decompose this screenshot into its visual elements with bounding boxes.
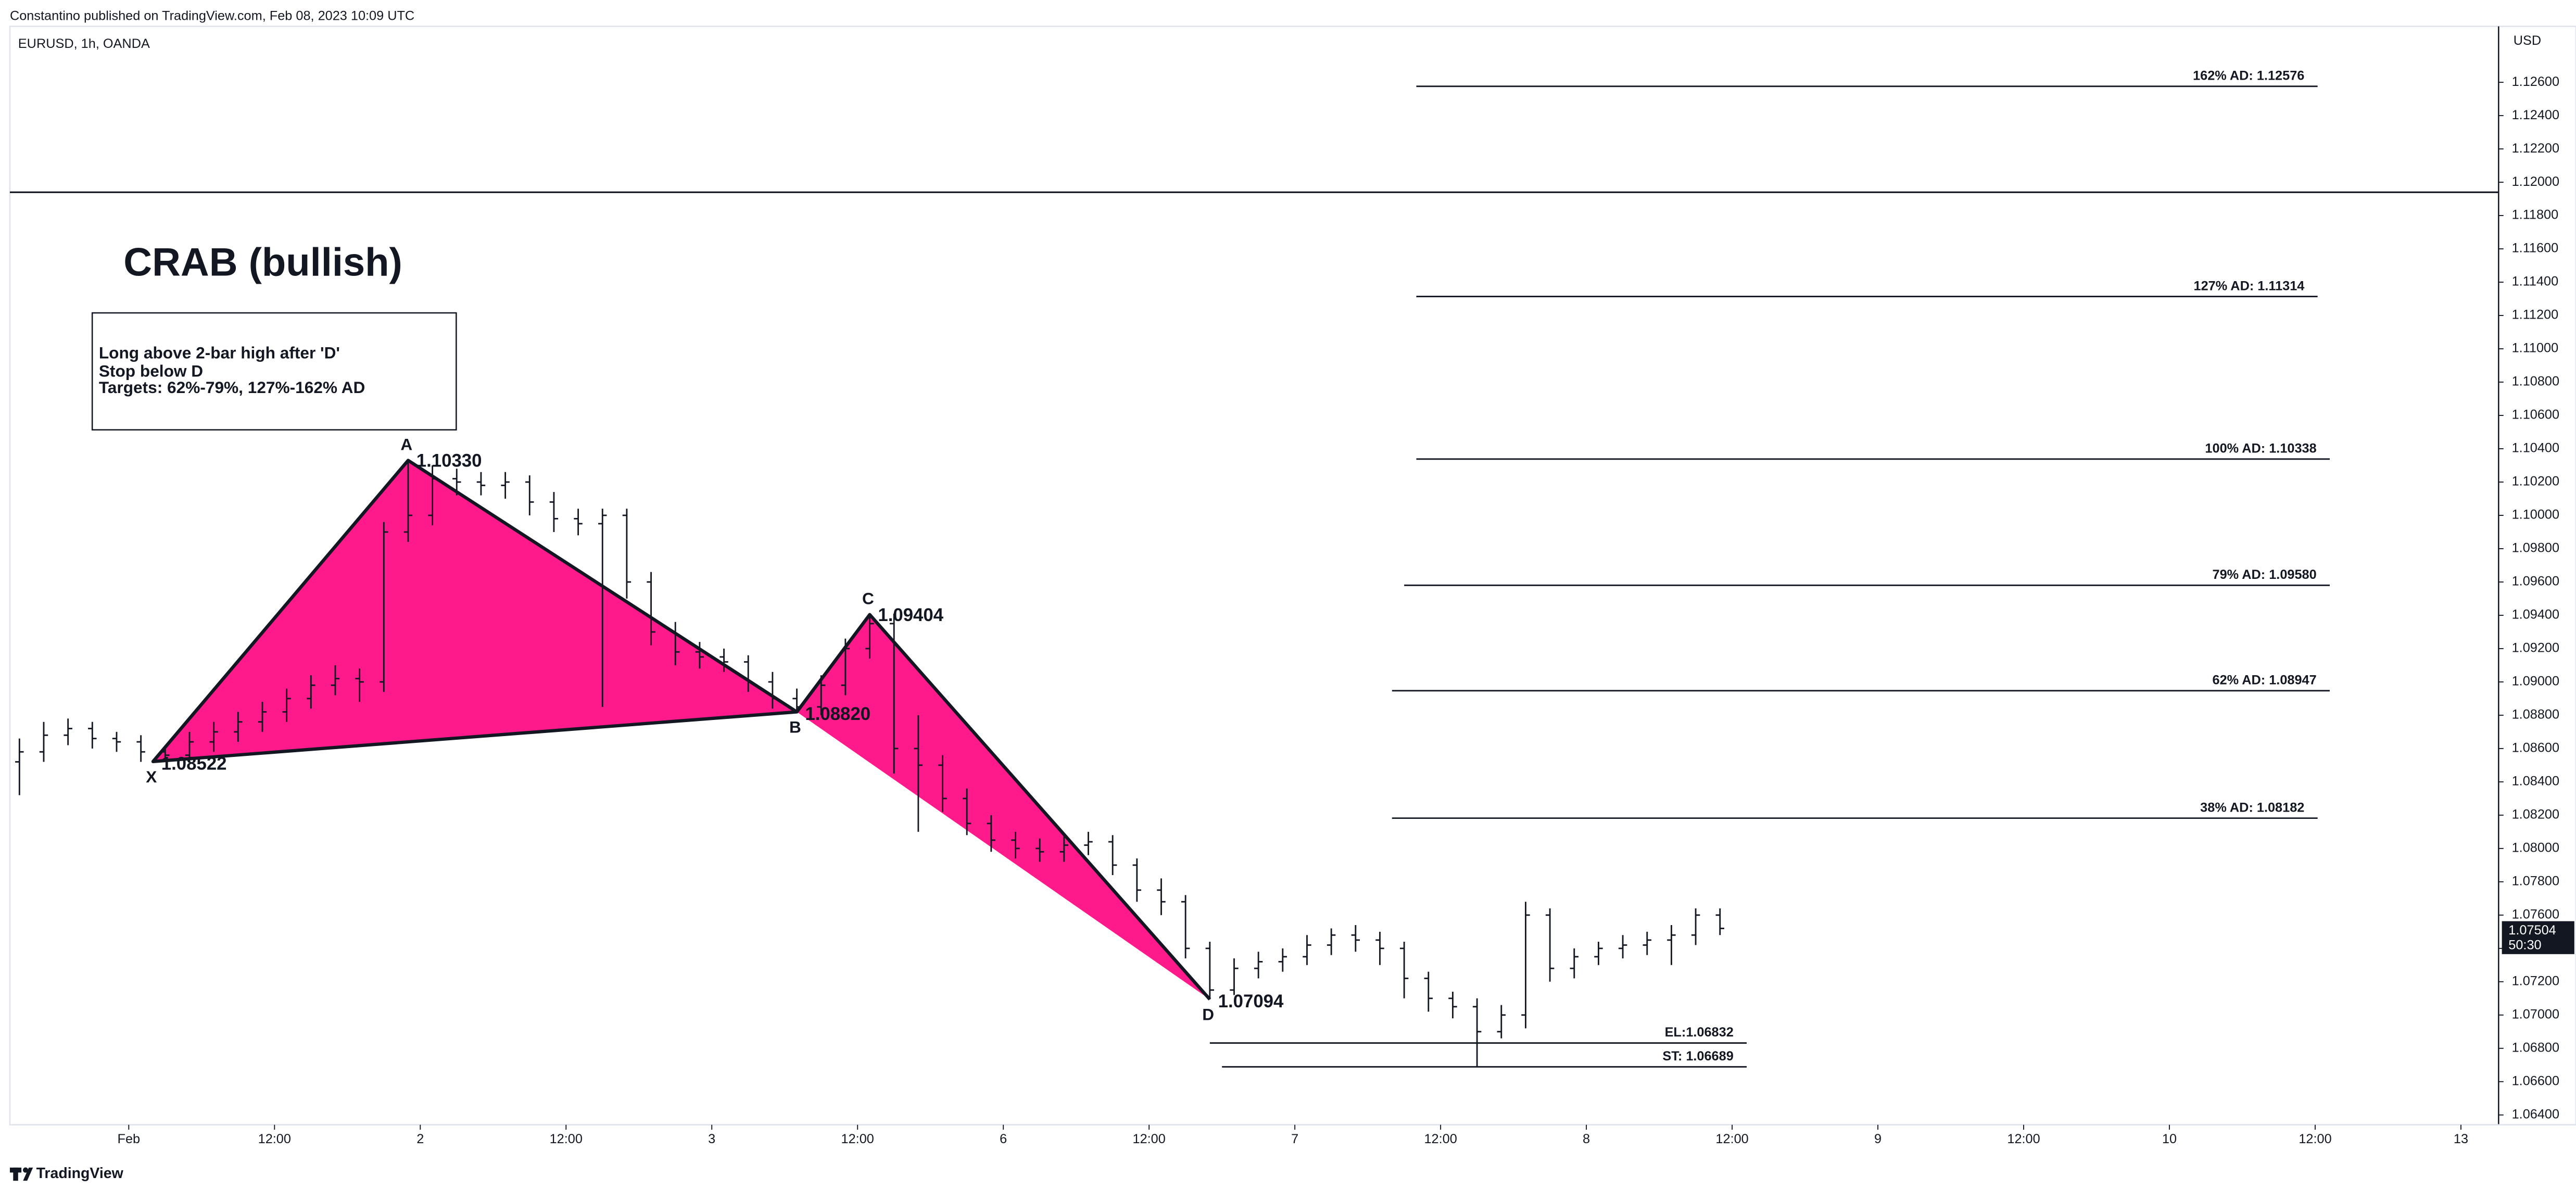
y-tick-label: 1.09600 — [2512, 574, 2559, 589]
y-tick-label: 1.10400 — [2512, 441, 2559, 456]
x-tick-label: 12:00 — [1424, 1132, 1457, 1146]
pattern-point-label: A — [400, 435, 412, 453]
level-label: EL:1.06832 — [1665, 1025, 1734, 1040]
y-tick-label: 1.11600 — [2512, 241, 2559, 256]
x-tick-label: 10 — [2162, 1132, 2177, 1146]
x-tick-label: 12:00 — [550, 1132, 583, 1146]
note-box — [91, 312, 457, 431]
y-tick-label: 1.07600 — [2512, 907, 2559, 922]
pattern-leg — [153, 460, 797, 762]
y-tick-label: 1.06800 — [2512, 1040, 2559, 1055]
y-tick-label: 1.08800 — [2512, 707, 2559, 722]
bars-layer — [15, 460, 1724, 1067]
header: Constantino published on TradingView.com… — [10, 8, 414, 23]
level-label: 38% AD: 1.08182 — [2200, 800, 2304, 815]
y-tick-label: 1.09800 — [2512, 541, 2559, 555]
x-tick-label: 8 — [1583, 1132, 1590, 1146]
y-tick-label: 1.11000 — [2512, 341, 2559, 356]
x-tick-label: 13 — [2454, 1132, 2468, 1146]
annotation-layer: 1.064001.066001.068001.070001.072001.074… — [118, 69, 2574, 1146]
last-price-tag — [2502, 921, 2574, 954]
y-tick-label: 1.09000 — [2512, 674, 2559, 689]
pattern-layer — [9, 191, 2499, 1000]
x-tick-label: 9 — [1874, 1132, 1882, 1146]
x-tick-label: 12:00 — [258, 1132, 291, 1146]
y-tick-label: 1.08000 — [2512, 841, 2559, 855]
y-tick-label: 1.09400 — [2512, 608, 2559, 622]
footer: TradingView — [36, 1165, 124, 1182]
note-line: Stop below D — [99, 361, 203, 380]
y-tick-label: 1.10200 — [2512, 474, 2559, 489]
y-tick-label: 1.06600 — [2512, 1073, 2559, 1088]
pattern-outline — [795, 613, 1211, 1001]
y-tick-label: 1.10800 — [2512, 374, 2559, 389]
pattern-point-label: X — [146, 767, 157, 786]
y-tick-label: 1.08400 — [2512, 774, 2559, 789]
pattern-value-label: 1.08820 — [805, 704, 870, 724]
chart-title: CRAB (bullish) — [123, 240, 402, 284]
y-tick-label: 1.06400 — [2512, 1107, 2559, 1121]
note-line: Long above 2-bar high after 'D' — [99, 343, 340, 362]
level-label: 127% AD: 1.11314 — [2194, 279, 2305, 293]
y-tick-label: 1.12400 — [2512, 108, 2559, 122]
y-tick-label: 1.12200 — [2512, 141, 2559, 156]
symbol: EURUSD, 1h, OANDA — [18, 36, 150, 51]
level-label: 162% AD: 1.12576 — [2193, 69, 2304, 83]
y-tick-label: 1.10600 — [2512, 408, 2559, 422]
pattern-value-label: 1.09404 — [878, 605, 943, 625]
x-tick-label: 12:00 — [2007, 1132, 2040, 1146]
pattern-point-label: C — [862, 589, 874, 608]
countdown-label: 50:30 — [2508, 938, 2541, 953]
y-tick-label: 1.07800 — [2512, 874, 2559, 889]
currency: USD — [2514, 33, 2541, 48]
pattern-point-label: B — [789, 717, 801, 736]
note-line: Targets: 62%-79%, 127%-162% AD — [99, 378, 365, 397]
x-tick-label: 2 — [416, 1132, 424, 1146]
y-tick-label: 1.11800 — [2512, 208, 2559, 222]
x-tick-label: 12:00 — [841, 1132, 874, 1146]
y-tick-label: 1.09200 — [2512, 641, 2559, 655]
x-tick-label: 12:00 — [1715, 1132, 1748, 1146]
pattern-value-label: 1.07094 — [1218, 992, 1284, 1011]
x-tick-label: 12:00 — [2299, 1132, 2331, 1146]
y-tick-label: 1.12000 — [2512, 174, 2559, 189]
x-tick-label: 7 — [1291, 1132, 1298, 1146]
pattern-value-label: 1.08522 — [161, 754, 227, 774]
y-tick-label: 1.12600 — [2512, 74, 2559, 89]
pattern-leg — [797, 614, 1210, 1000]
level-label: 79% AD: 1.09580 — [2213, 567, 2317, 582]
x-tick-label: 6 — [1000, 1132, 1007, 1146]
y-tick-label: 1.08200 — [2512, 807, 2559, 822]
level-label: ST: 1.06689 — [1662, 1049, 1733, 1064]
pattern-point-label: D — [1202, 1005, 1214, 1024]
level-label: 62% AD: 1.08947 — [2213, 673, 2317, 688]
y-tick-label: 1.07200 — [2512, 973, 2559, 988]
level-label: 100% AD: 1.10338 — [2205, 441, 2316, 456]
y-tick-label: 1.08600 — [2512, 741, 2559, 755]
x-tick-label: 3 — [708, 1132, 715, 1146]
x-tick-label: 12:00 — [1133, 1132, 1166, 1146]
pattern-outline — [151, 459, 799, 763]
y-tick-label: 1.07000 — [2512, 1007, 2559, 1021]
y-tick-label: 1.10000 — [2512, 508, 2559, 522]
last-price-label: 1.07504 — [2508, 923, 2556, 938]
pattern-value-label: 1.10330 — [416, 451, 482, 471]
x-tick-label: Feb — [118, 1132, 141, 1146]
y-tick-label: 1.11200 — [2512, 308, 2559, 322]
footer-logo — [9, 1167, 33, 1181]
y-tick-label: 1.11400 — [2512, 274, 2559, 289]
